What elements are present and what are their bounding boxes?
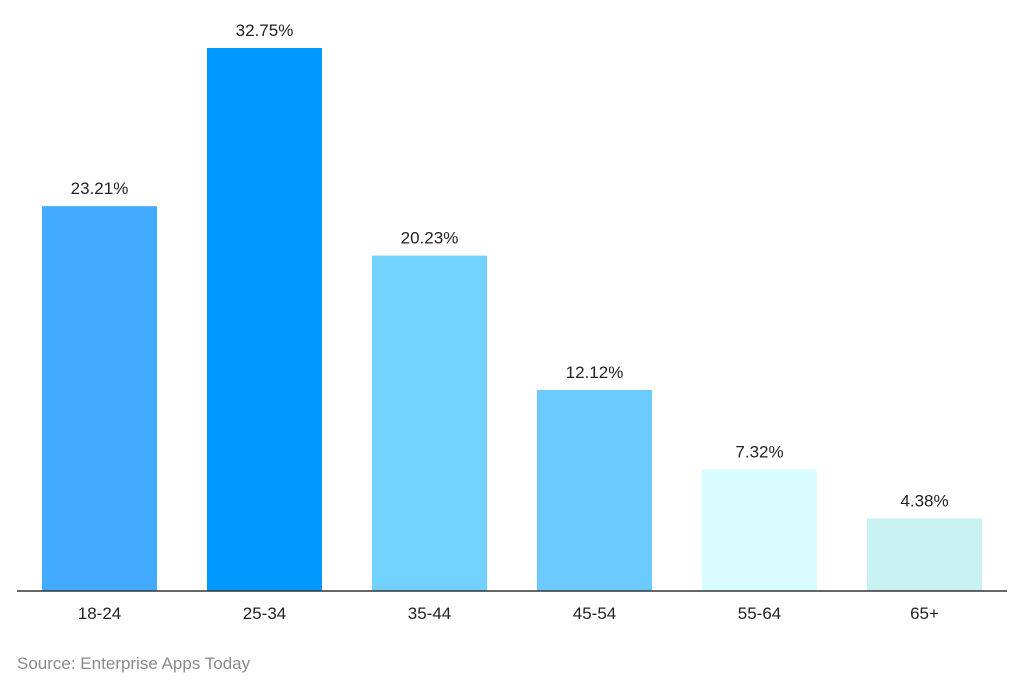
bars-layer: [42, 48, 982, 591]
source-note: Source: Enterprise Apps Today: [17, 654, 251, 673]
category-label-55-64: 55-64: [738, 604, 781, 623]
value-label-18-24: 23.21%: [71, 179, 129, 198]
bar-55-64: [702, 469, 817, 591]
value-labels-layer: 23.21% 32.75% 20.23% 12.12% 7.32% 4.38%: [71, 21, 949, 510]
value-label-55-64: 7.32%: [735, 443, 783, 462]
bar-25-34: [207, 48, 322, 591]
value-label-25-34: 32.75%: [236, 21, 294, 40]
category-label-18-24: 18-24: [78, 604, 121, 623]
category-labels-layer: 18-24 25-34 35-44 45-54 55-64 65+: [78, 604, 939, 623]
category-label-35-44: 35-44: [408, 604, 451, 623]
bar-35-44: [372, 255, 487, 591]
category-label-65+: 65+: [910, 604, 939, 623]
value-label-35-44: 20.23%: [401, 229, 459, 248]
value-label-65+: 4.38%: [900, 491, 948, 510]
bar-45-54: [537, 390, 652, 591]
value-label-45-54: 12.12%: [566, 363, 624, 382]
category-label-25-34: 25-34: [243, 604, 286, 623]
bar-18-24: [42, 206, 157, 591]
category-label-45-54: 45-54: [573, 604, 616, 623]
bar-65+: [867, 518, 982, 591]
